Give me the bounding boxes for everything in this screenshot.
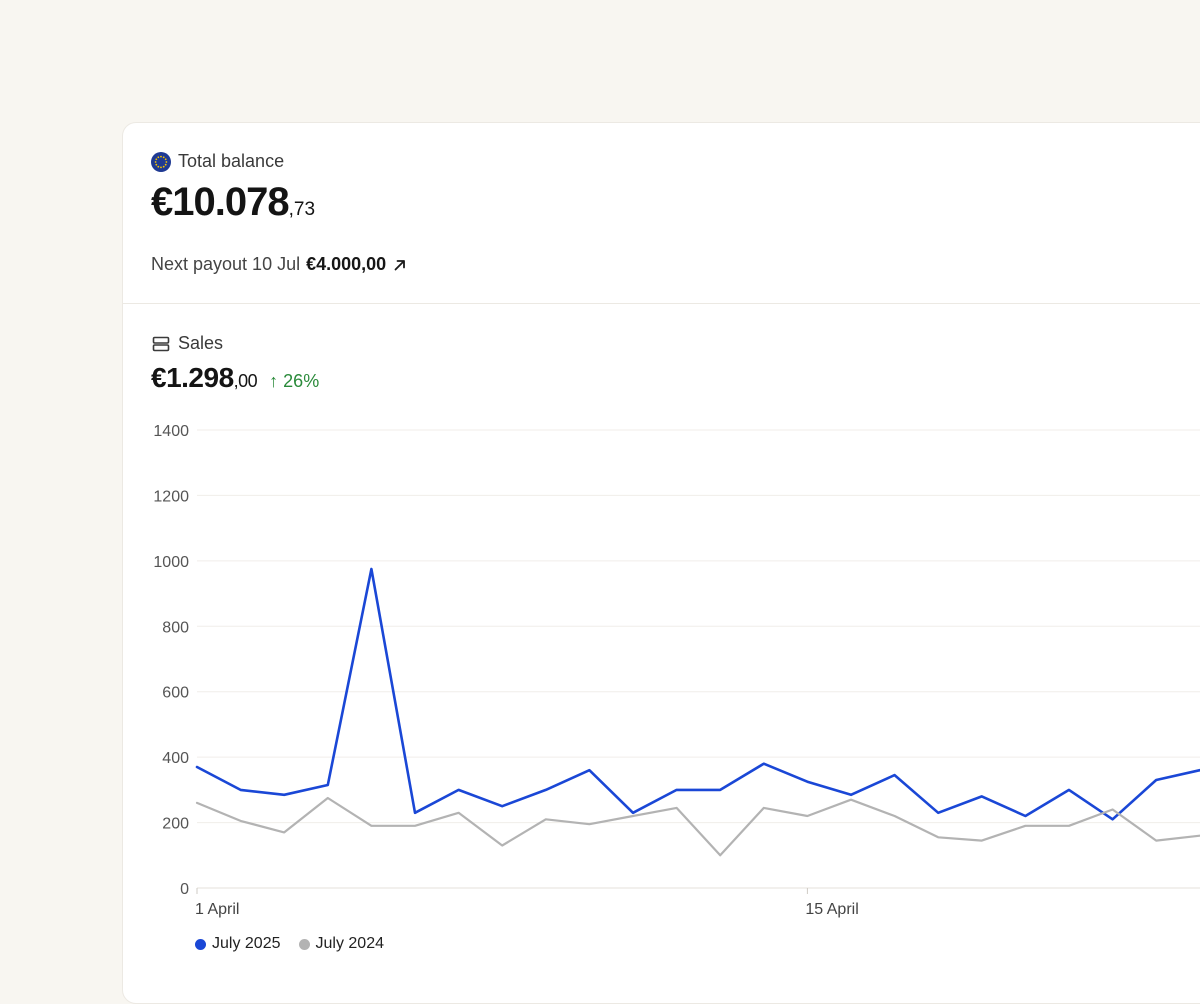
y-tick-label: 200: [162, 816, 189, 833]
x-tick-label: 1 April: [195, 901, 239, 918]
y-tick-label: 1000: [153, 554, 189, 571]
y-tick-label: 1400: [153, 423, 189, 440]
y-tick-label: 400: [162, 750, 189, 767]
y-tick-label: 600: [162, 685, 189, 702]
y-tick-label: 1200: [153, 488, 189, 505]
x-tick-label: 15 April: [805, 901, 858, 918]
series-line-july-2025: [197, 569, 1200, 819]
series-line-july-2024: [197, 798, 1200, 855]
legend-label: July 2025: [212, 935, 281, 953]
legend-dot: [195, 939, 206, 950]
legend-dot: [299, 939, 310, 950]
balance-card: Total balance €10.078,73 Next payout 10 …: [122, 122, 1200, 1004]
legend-item-july-2024: July 2024: [299, 935, 385, 953]
y-tick-label: 800: [162, 619, 189, 636]
chart-legend: July 2025 July 2024: [195, 935, 384, 953]
sales-line-chart: 0 200 400 600 800 1000 1200 1400 1 April 15 April: [123, 123, 1200, 1003]
y-tick-label: 0: [180, 881, 189, 898]
legend-label: July 2024: [316, 935, 385, 953]
legend-item-july-2025: July 2025: [195, 935, 281, 953]
